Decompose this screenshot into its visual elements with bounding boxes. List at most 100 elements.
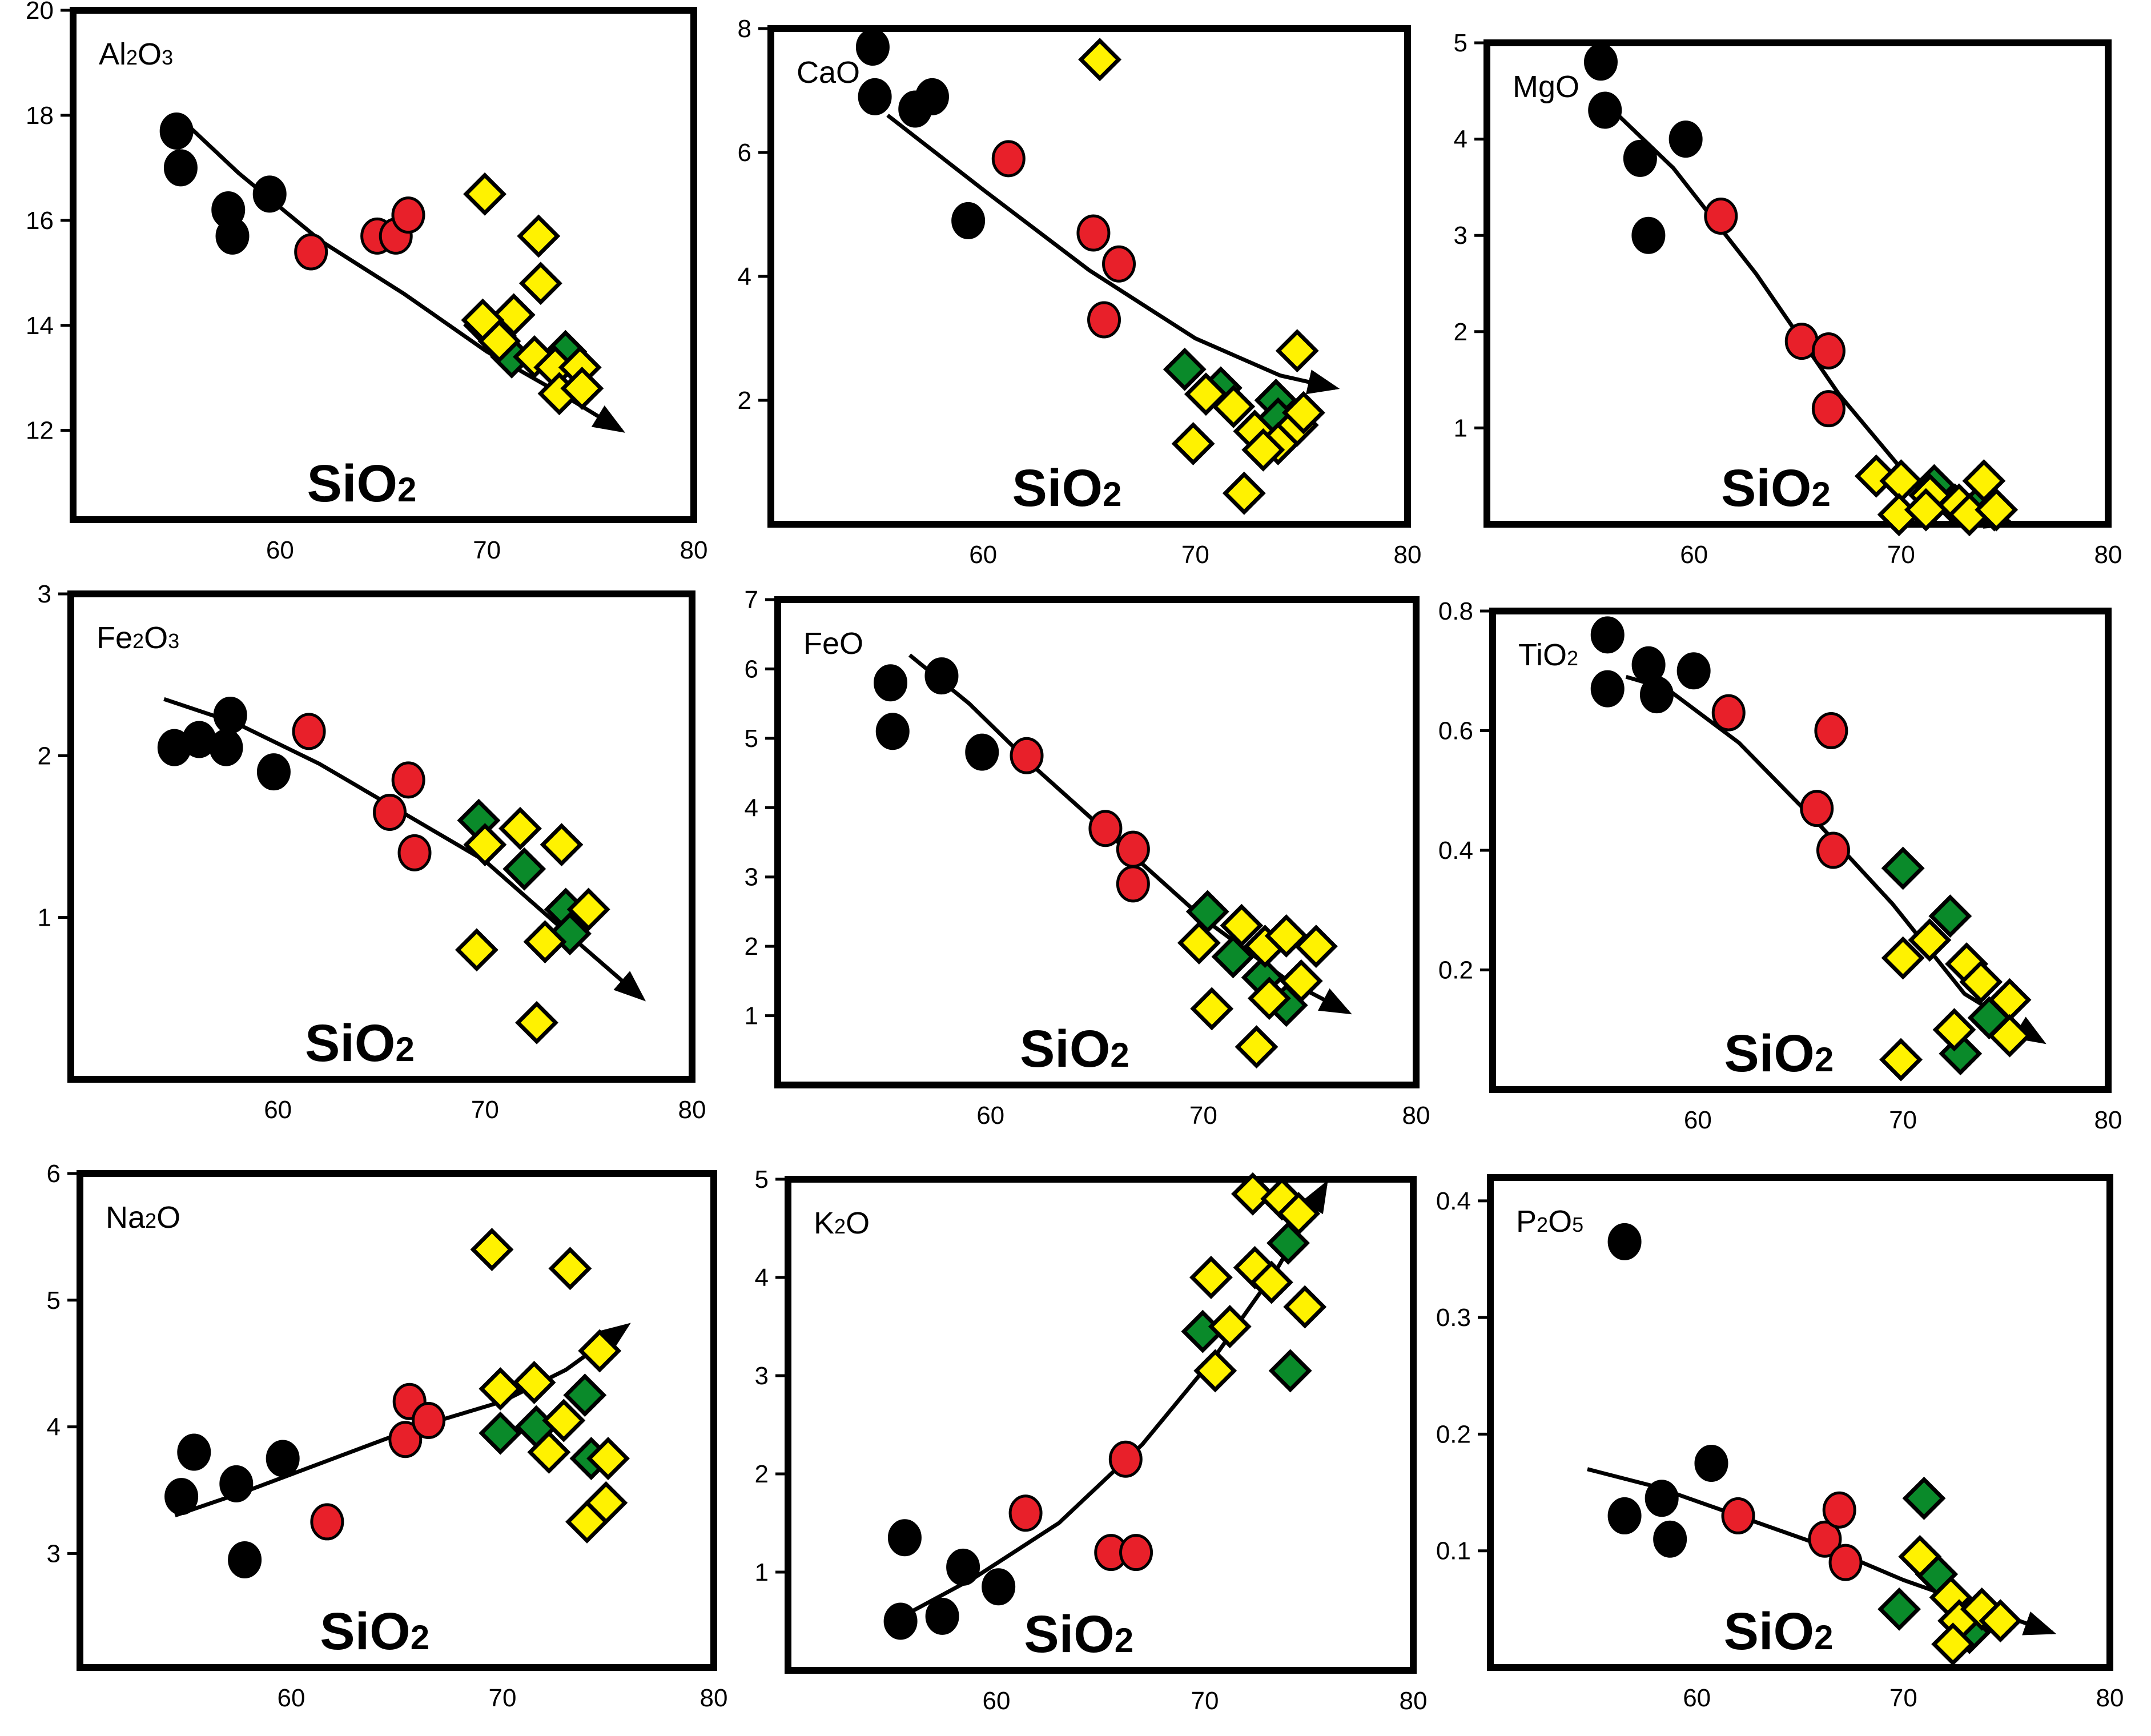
x-axis-label: SiO2 bbox=[1020, 1020, 1129, 1078]
point-black-circle bbox=[887, 1519, 922, 1557]
x-tick-label: 60 bbox=[1684, 1106, 1712, 1134]
point-red-circle bbox=[1828, 1544, 1863, 1581]
plot-frame bbox=[70, 7, 697, 523]
point-green-diamond bbox=[1928, 894, 1972, 938]
point-black-circle bbox=[1590, 670, 1625, 708]
point-yellow-diamond bbox=[1931, 1622, 1975, 1666]
point-yellow-diamond bbox=[1247, 976, 1291, 1020]
y-tick-label: 0.3 bbox=[1436, 1304, 1471, 1332]
point-black-circle bbox=[1631, 216, 1666, 254]
oxide-title: FeO bbox=[803, 626, 863, 661]
point-red-circle bbox=[1108, 1440, 1143, 1478]
x-tick-label: 70 bbox=[1181, 541, 1209, 569]
point-yellow-diamond bbox=[1908, 918, 1952, 962]
point-black-circle bbox=[1645, 1480, 1679, 1517]
x-tick-label: 60 bbox=[264, 1096, 292, 1124]
point-red-circle bbox=[991, 140, 1026, 178]
point-yellow-diamond bbox=[517, 214, 561, 258]
y-tick-label: 0.6 bbox=[1438, 717, 1473, 745]
plot-frame bbox=[1489, 608, 2112, 1093]
point-yellow-diamond bbox=[560, 367, 604, 411]
x-axis-label: SiO2 bbox=[1724, 1024, 1834, 1083]
y-tick-label: 4 bbox=[47, 1413, 61, 1441]
point-black-circle bbox=[252, 175, 287, 213]
point-yellow-diamond bbox=[1879, 1038, 1923, 1082]
point-yellow-diamond bbox=[1962, 459, 2006, 503]
x-tick-label: 60 bbox=[983, 1687, 1011, 1715]
y-tick-label: 20 bbox=[26, 0, 54, 25]
point-yellow-diamond bbox=[1277, 1192, 1321, 1236]
point-yellow-diamond bbox=[1959, 960, 2003, 1004]
y-tick-label: 2 bbox=[745, 933, 758, 961]
point-yellow-diamond bbox=[1235, 1025, 1278, 1069]
point-red-circle bbox=[397, 834, 432, 871]
point-yellow-diamond bbox=[455, 928, 498, 972]
y-tick-label: 5 bbox=[745, 725, 758, 753]
point-yellow-diamond bbox=[1279, 959, 1323, 1003]
x-tick-label: 70 bbox=[1889, 1106, 1917, 1134]
x-tick-label: 80 bbox=[680, 536, 708, 564]
y-tick-label: 12 bbox=[26, 417, 54, 445]
point-red-circle bbox=[1704, 197, 1738, 235]
point-yellow-diamond bbox=[1241, 428, 1285, 472]
point-red-circle bbox=[1811, 390, 1846, 428]
panel-fe2o3: 60 70 80 1 2 3 Fe2O3 SiO2 bbox=[38, 580, 706, 1124]
point-red-circle bbox=[1808, 1520, 1842, 1558]
y-tick-label: 2 bbox=[1454, 318, 1467, 346]
x-tick-label: 60 bbox=[1683, 1684, 1711, 1712]
panel-tio2: 60 70 80 0.2 0.4 0.6 0.8 TiO2 SiO2 bbox=[1438, 597, 2122, 1134]
point-black-circle bbox=[858, 78, 892, 115]
point-black-circle bbox=[266, 1440, 300, 1477]
y-tick-label: 4 bbox=[745, 794, 758, 822]
oxide-title: TiO2 bbox=[1518, 638, 1578, 672]
point-black-circle bbox=[875, 713, 910, 750]
x-tick-label: 80 bbox=[678, 1096, 706, 1124]
x-axis-label: SiO2 bbox=[1024, 1605, 1133, 1663]
point-black-circle bbox=[946, 1548, 980, 1586]
y-tick-label: 5 bbox=[1454, 29, 1467, 57]
point-yellow-diamond bbox=[492, 293, 536, 337]
point-yellow-diamond bbox=[1231, 1172, 1274, 1216]
point-black-circle bbox=[924, 657, 959, 695]
oxide-title: MgO bbox=[1513, 70, 1579, 104]
point-green-diamond bbox=[1163, 347, 1207, 391]
point-yellow-diamond bbox=[498, 806, 542, 850]
point-black-circle bbox=[219, 1465, 254, 1502]
y-tick-label: 3 bbox=[745, 863, 758, 891]
point-yellow-diamond bbox=[1189, 1256, 1233, 1299]
point-red-circle bbox=[1087, 301, 1121, 339]
point-black-circle bbox=[925, 1597, 959, 1635]
y-tick-label: 16 bbox=[26, 207, 54, 235]
y-tick-label: 1 bbox=[755, 1558, 769, 1586]
y-tick-label: 0.2 bbox=[1436, 1420, 1471, 1448]
oxide-title: K2O bbox=[814, 1206, 870, 1240]
x-axis-label: SiO2 bbox=[305, 1014, 415, 1072]
x-tick-label: 80 bbox=[1394, 541, 1422, 569]
point-yellow-diamond bbox=[1294, 925, 1338, 969]
point-yellow-diamond bbox=[1975, 488, 2019, 532]
x-tick-label: 80 bbox=[1400, 1687, 1428, 1715]
point-yellow-diamond bbox=[1283, 1285, 1327, 1329]
x-tick-label: 60 bbox=[266, 536, 294, 564]
y-tick-label: 0.4 bbox=[1438, 837, 1473, 865]
point-yellow-diamond bbox=[1249, 1260, 1293, 1304]
point-green-diamond bbox=[1211, 935, 1255, 979]
point-red-circle bbox=[1711, 694, 1746, 732]
point-yellow-diamond bbox=[1220, 903, 1264, 947]
point-yellow-diamond bbox=[1193, 1349, 1237, 1393]
x-tick-label: 70 bbox=[1191, 1687, 1219, 1715]
point-red-circle bbox=[292, 713, 326, 750]
point-yellow-diamond bbox=[1275, 329, 1319, 373]
x-tick-label: 70 bbox=[473, 536, 501, 564]
panel-feo: 60 70 80 1 2 3 4 5 6 7 FeO SiO2 bbox=[745, 586, 1430, 1130]
point-green-diamond bbox=[563, 1373, 607, 1417]
plot-frame bbox=[77, 1170, 717, 1671]
point-yellow-diamond bbox=[470, 1228, 514, 1272]
oxide-title: CaO bbox=[797, 55, 860, 90]
point-black-circle bbox=[215, 217, 250, 255]
point-red-circle bbox=[1076, 214, 1111, 252]
x-axis-label: SiO2 bbox=[320, 1602, 429, 1661]
point-yellow-diamond bbox=[518, 262, 562, 306]
x-axis-label: SiO2 bbox=[307, 455, 417, 513]
point-yellow-diamond bbox=[566, 887, 610, 931]
